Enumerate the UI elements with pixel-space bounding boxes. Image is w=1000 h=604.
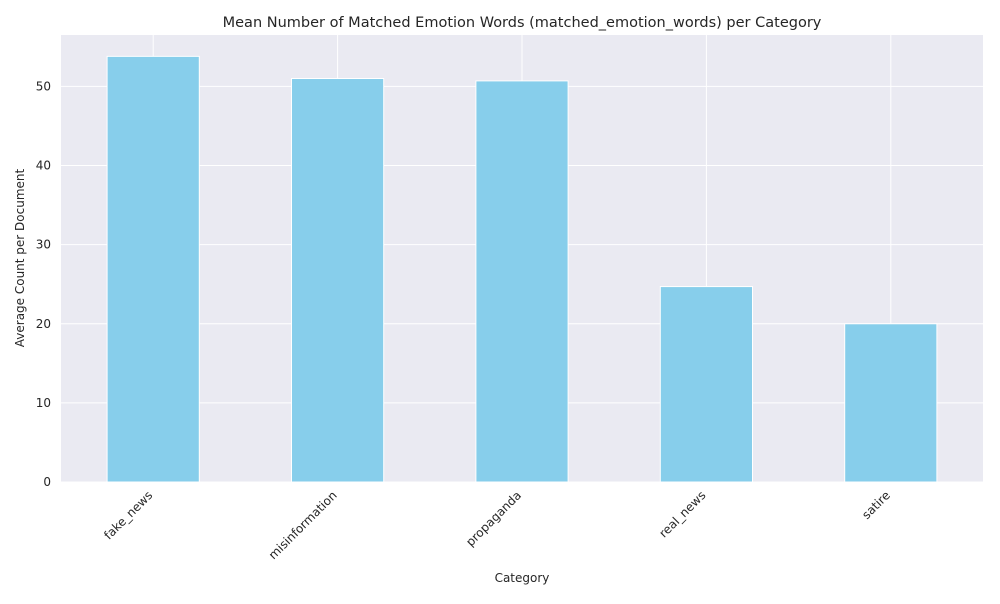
bar-real-news bbox=[659, 286, 753, 483]
y-tick-label: 10 bbox=[36, 396, 51, 410]
x-tick-label: fake_news bbox=[101, 488, 155, 542]
x-tick-label: propaganda bbox=[463, 488, 524, 549]
bar-satire bbox=[844, 323, 938, 483]
bar-propaganda bbox=[475, 80, 569, 483]
chart-title: Mean Number of Matched Emotion Words (ma… bbox=[223, 15, 822, 31]
x-axis-ticks: fake_news misinformation propaganda real_ne… bbox=[101, 488, 893, 562]
y-tick-label: 20 bbox=[36, 317, 51, 331]
y-tick-label: 0 bbox=[43, 475, 51, 489]
y-tick-label: 30 bbox=[36, 238, 51, 252]
bar-fake-news bbox=[106, 55, 200, 483]
y-tick-label: 40 bbox=[36, 159, 51, 173]
x-tick-label: misinformation bbox=[266, 488, 340, 562]
x-tick-label: satire bbox=[859, 488, 893, 522]
y-axis-label: Average Count per Document bbox=[13, 168, 27, 347]
x-axis-label: Category bbox=[495, 571, 550, 585]
bars bbox=[106, 55, 938, 483]
x-tick-label: real_news bbox=[656, 488, 708, 540]
bar-misinformation bbox=[291, 78, 385, 483]
y-tick-label: 50 bbox=[36, 79, 51, 93]
y-axis-ticks: 0 10 20 30 40 50 bbox=[36, 79, 51, 489]
